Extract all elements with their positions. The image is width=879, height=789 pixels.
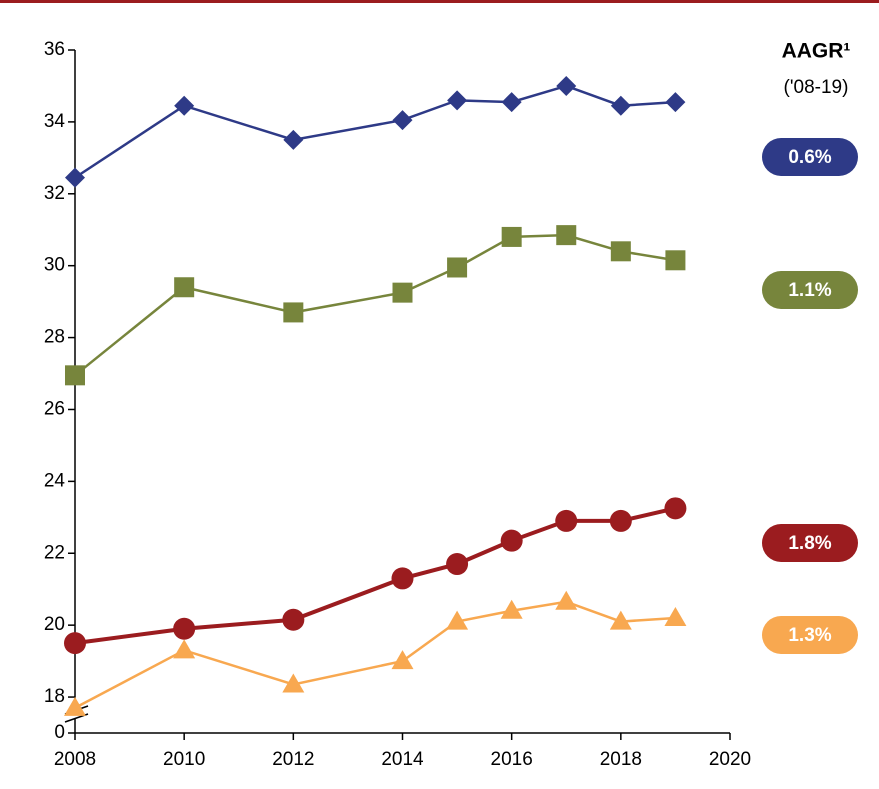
point [664, 606, 687, 626]
point [501, 226, 522, 247]
point [665, 250, 686, 271]
point [664, 497, 687, 520]
aagr-pill [762, 524, 858, 562]
point [446, 553, 469, 576]
x-tick-label: 2010 [163, 749, 205, 770]
y-tick-label: 34 [44, 111, 66, 132]
aagr-pill [762, 138, 858, 176]
point [556, 75, 577, 96]
point [500, 529, 523, 552]
y-tick-label: 18 [44, 686, 65, 707]
y-tick-label: 24 [44, 470, 66, 491]
point [447, 90, 468, 111]
series-line [74, 84, 676, 179]
series-line [74, 600, 676, 709]
point [555, 590, 578, 610]
aagr-pill [762, 616, 858, 654]
point [65, 167, 85, 188]
point [609, 610, 632, 630]
point [392, 110, 413, 131]
point [64, 696, 86, 716]
x-tick-label: 2020 [709, 749, 751, 770]
series-line [74, 506, 676, 646]
point [282, 608, 305, 631]
aagr-label: 0.6% [788, 147, 831, 168]
point [283, 302, 304, 323]
aagr-label: 1.8% [788, 533, 831, 554]
aagr-label: 1.1% [788, 280, 831, 301]
point [282, 673, 305, 693]
point [392, 282, 413, 303]
point [174, 95, 195, 116]
point [283, 129, 304, 150]
point [610, 95, 631, 116]
y-tick-label: 22 [44, 542, 65, 563]
point [610, 241, 631, 262]
point [64, 632, 86, 655]
aagr-pill [762, 271, 858, 309]
point [391, 567, 414, 590]
y-tick-label: 32 [44, 183, 65, 204]
annotation-subtitle: ('08-19) [784, 77, 849, 98]
point [173, 617, 196, 640]
point [391, 650, 414, 670]
y-tick-label: 0 [54, 722, 65, 743]
point [173, 639, 196, 659]
x-tick-label: 2018 [600, 749, 642, 770]
top-rule [0, 0, 879, 3]
point [665, 92, 686, 113]
point [555, 509, 578, 532]
point [500, 599, 523, 619]
point [556, 225, 577, 246]
point [65, 365, 85, 386]
point [501, 92, 522, 113]
annotation-title: AAGR¹ [782, 40, 851, 63]
x-tick-label: 2008 [54, 749, 96, 770]
x-tick-label: 2014 [381, 749, 424, 770]
y-tick-label: 26 [44, 398, 65, 419]
x-tick-label: 2016 [491, 749, 533, 770]
point [446, 610, 469, 630]
y-tick-label: 30 [44, 255, 65, 276]
y-tick-label: 36 [44, 39, 65, 60]
point [609, 509, 632, 532]
x-tick-label: 2012 [272, 749, 314, 770]
point [447, 257, 468, 278]
series-line [74, 233, 676, 377]
aagr-label: 1.3% [788, 625, 831, 646]
point [174, 277, 195, 298]
y-tick-label: 20 [44, 614, 65, 635]
y-tick-label: 28 [44, 327, 65, 348]
